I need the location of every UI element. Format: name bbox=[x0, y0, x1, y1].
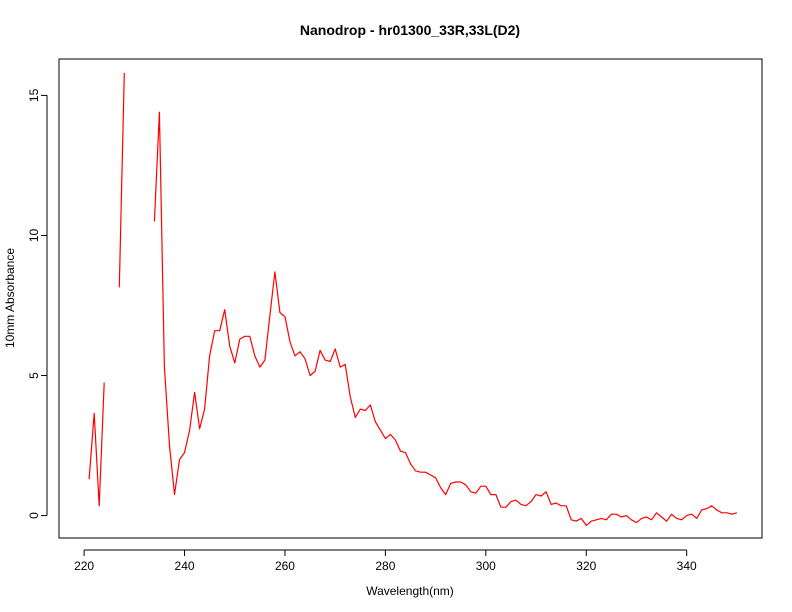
y-tick-label: 5 bbox=[27, 372, 41, 379]
series-line-segment bbox=[88, 382, 105, 507]
y-tick-label: 15 bbox=[27, 88, 41, 102]
series-line-segment bbox=[153, 111, 738, 527]
x-axis-label: Wavelength(nm) bbox=[366, 584, 454, 598]
x-tick-label: 260 bbox=[275, 559, 295, 573]
y-axis: 0 5 10 15 bbox=[27, 88, 48, 519]
x-tick-label: 300 bbox=[476, 559, 496, 573]
x-axis: 220 240 260 280 300 320 340 bbox=[74, 549, 697, 573]
x-tick-label: 320 bbox=[576, 559, 596, 573]
y-axis-label: 10mm Absorbance bbox=[3, 248, 17, 348]
series-line-segment bbox=[118, 72, 125, 288]
x-tick-label: 340 bbox=[677, 559, 697, 573]
x-tick-label: 240 bbox=[175, 559, 195, 573]
series-layer bbox=[88, 72, 738, 527]
x-tick-label: 220 bbox=[74, 559, 94, 573]
y-tick-label: 0 bbox=[27, 512, 41, 519]
chart-title: Nanodrop - hr01300_33R,33L(D2) bbox=[300, 22, 520, 38]
x-tick-label: 280 bbox=[375, 559, 395, 573]
plot-frame bbox=[58, 58, 763, 539]
y-tick-label: 10 bbox=[27, 228, 41, 242]
